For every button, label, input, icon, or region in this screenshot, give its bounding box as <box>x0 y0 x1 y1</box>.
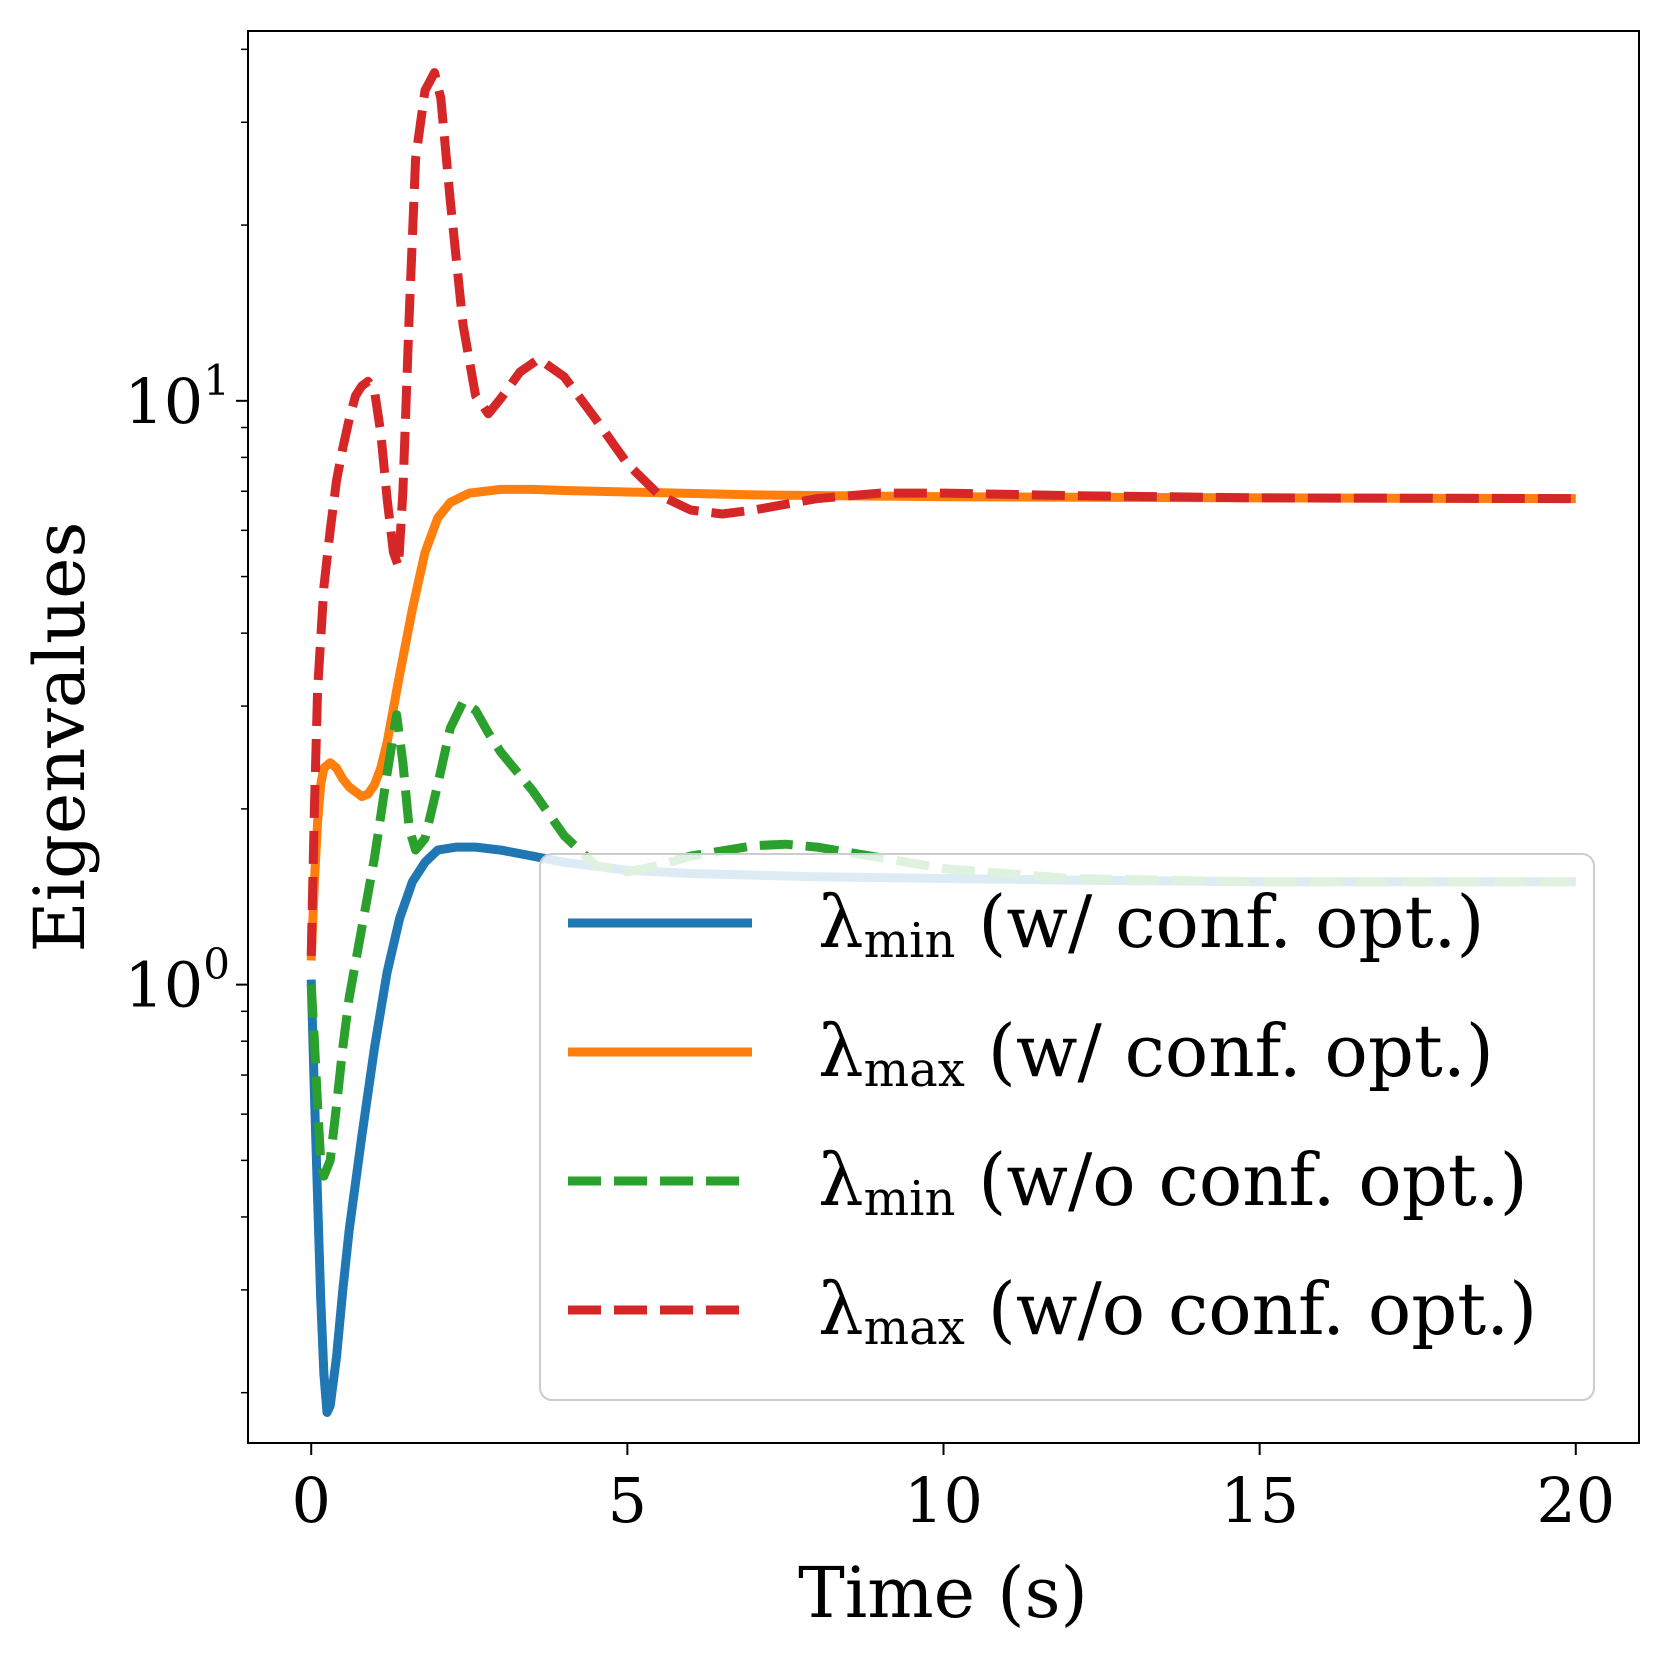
series-line <box>306 697 1576 1181</box>
legend-label: λmin (w/o conf. opt.) <box>818 1138 1528 1227</box>
plot-frame <box>247 30 1640 1444</box>
legend-label: λmax (w/ conf. opt.) <box>818 1009 1494 1098</box>
series-line <box>306 484 1576 961</box>
series-line <box>306 68 1576 956</box>
x-tick-label: 0 <box>292 1464 331 1537</box>
x-tick-label: 15 <box>1220 1464 1299 1537</box>
y-minor-ticks <box>241 48 248 1394</box>
x-tick-label: 5 <box>608 1464 647 1537</box>
y-tick-labels: 100 101 <box>124 356 230 1022</box>
legend-label: λmax (w/o conf. opt.) <box>818 1267 1537 1356</box>
legend: λmin (w/ conf. opt.) λmax (w/ conf. opt.)… <box>539 853 1595 1401</box>
x-tick-label: 20 <box>1536 1464 1615 1537</box>
x-tick-label: 10 <box>904 1464 983 1537</box>
x-axis-label: Time (s) <box>798 1552 1088 1634</box>
y-tick-label: 100 <box>124 940 230 1022</box>
legend-label: λmin (w/ conf. opt.) <box>818 880 1484 969</box>
legend-box <box>539 853 1595 1401</box>
y-tick-label: 101 <box>124 356 230 438</box>
x-tick-labels: 0 5 10 15 20 <box>292 1464 1616 1537</box>
major-ticks <box>236 399 1577 1455</box>
y-axis-label: Eigenvalues <box>19 522 101 953</box>
